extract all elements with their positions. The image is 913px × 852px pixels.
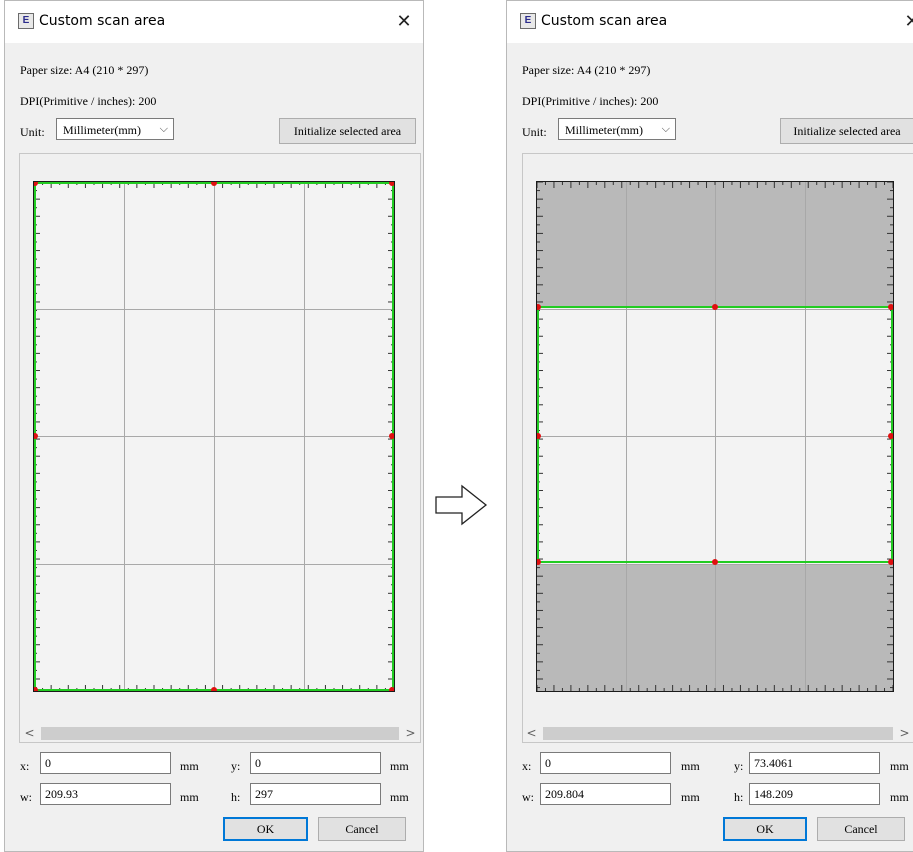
unit-select-value: Millimeter(mm) <box>63 123 141 137</box>
ruler-bottom <box>537 685 893 691</box>
resize-handle[interactable] <box>888 433 893 439</box>
selection-rectangle[interactable] <box>537 306 893 563</box>
custom-scan-area-dialog-after: E Custom scan area ✕ Paper size: A4 (210… <box>506 0 913 852</box>
horizontal-scrollbar[interactable]: < > <box>21 725 419 742</box>
w-unit: mm <box>180 790 199 804</box>
x-field[interactable]: 0 <box>40 752 171 774</box>
custom-scan-area-dialog-before: E Custom scan area ✕ Paper size: A4 (210… <box>4 0 424 852</box>
resize-handle[interactable] <box>712 304 718 310</box>
app-icon: E <box>18 13 34 29</box>
resize-handle[interactable] <box>34 433 38 439</box>
paper-page <box>33 181 395 692</box>
ok-button[interactable]: OK <box>723 817 807 841</box>
ok-button[interactable]: OK <box>223 817 308 841</box>
paper-size-text: Paper size: A4 (210 * 297) <box>522 63 651 77</box>
unit-label: Unit: <box>20 125 45 139</box>
paper-page <box>536 181 894 692</box>
resize-handle[interactable] <box>537 559 541 565</box>
w-label: w: <box>522 790 534 804</box>
scan-preview-area <box>522 153 913 743</box>
resize-handle[interactable] <box>389 433 394 439</box>
w-field[interactable]: 209.804 <box>540 783 671 805</box>
initialize-selected-area-button[interactable]: Initialize selected area <box>780 118 913 144</box>
scroll-right-icon[interactable]: > <box>899 726 910 740</box>
grid-line <box>34 309 394 310</box>
resize-handle[interactable] <box>888 559 893 565</box>
h-field[interactable]: 148.209 <box>749 783 880 805</box>
resize-handle[interactable] <box>537 304 541 310</box>
x-unit: mm <box>681 759 700 773</box>
app-icon: E <box>520 13 536 29</box>
y-label: y: <box>231 759 241 773</box>
dpi-text: DPI(Primitive / inches): 200 <box>20 94 157 108</box>
w-unit: mm <box>681 790 700 804</box>
resize-handle[interactable] <box>211 687 217 691</box>
unit-label: Unit: <box>522 125 547 139</box>
resize-handle[interactable] <box>211 182 217 186</box>
resize-handle[interactable] <box>888 304 893 310</box>
scrollbar-thumb[interactable] <box>41 727 399 740</box>
w-field[interactable]: 209.93 <box>40 783 171 805</box>
w-label: w: <box>20 790 32 804</box>
y-label: y: <box>734 759 744 773</box>
grid-line <box>34 436 394 437</box>
h-label: h: <box>231 790 241 804</box>
cancel-button[interactable]: Cancel <box>318 817 406 841</box>
cancel-button[interactable]: Cancel <box>817 817 905 841</box>
resize-handle[interactable] <box>34 182 38 186</box>
grid-line <box>537 436 893 437</box>
dialog-title: Custom scan area <box>541 13 668 29</box>
initialize-selected-area-button[interactable]: Initialize selected area <box>279 118 416 144</box>
scrollbar-thumb[interactable] <box>543 727 893 740</box>
y-field[interactable]: 73.4061 <box>749 752 880 774</box>
h-unit: mm <box>890 790 909 804</box>
scroll-left-icon[interactable]: < <box>526 726 537 740</box>
x-label: x: <box>522 759 532 773</box>
dpi-text: DPI(Primitive / inches): 200 <box>522 94 659 108</box>
resize-handle[interactable] <box>537 433 541 439</box>
title-bar: E Custom scan area ✕ <box>507 1 913 43</box>
scan-preview-area <box>19 153 421 743</box>
resize-handle[interactable] <box>389 182 394 186</box>
unit-select-value: Millimeter(mm) <box>565 123 643 137</box>
scroll-right-icon[interactable]: > <box>405 726 416 740</box>
x-field[interactable]: 0 <box>540 752 671 774</box>
y-unit: mm <box>890 759 909 773</box>
title-bar: E Custom scan area ✕ <box>5 1 423 43</box>
close-icon[interactable]: ✕ <box>904 11 913 32</box>
chevron-down-icon: ⌵ <box>661 122 670 135</box>
unit-select[interactable]: Millimeter(mm) ⌵ <box>56 118 174 140</box>
x-label: x: <box>20 759 30 773</box>
y-field[interactable]: 0 <box>250 752 381 774</box>
close-icon[interactable]: ✕ <box>396 11 412 32</box>
horizontal-scrollbar[interactable]: < > <box>523 725 913 742</box>
dialog-title: Custom scan area <box>39 13 166 29</box>
h-field[interactable]: 297 <box>250 783 381 805</box>
scroll-left-icon[interactable]: < <box>24 726 35 740</box>
resize-handle[interactable] <box>712 559 718 565</box>
resize-handle[interactable] <box>34 687 38 691</box>
x-unit: mm <box>180 759 199 773</box>
h-label: h: <box>734 790 744 804</box>
y-unit: mm <box>390 759 409 773</box>
selection-rectangle[interactable] <box>34 182 394 691</box>
h-unit: mm <box>390 790 409 804</box>
resize-handle[interactable] <box>389 687 394 691</box>
ruler-top <box>537 182 893 188</box>
grid-line <box>34 564 394 565</box>
paper-size-text: Paper size: A4 (210 * 297) <box>20 63 149 77</box>
chevron-down-icon: ⌵ <box>159 122 168 135</box>
arrow-right-icon <box>435 484 488 526</box>
unit-select[interactable]: Millimeter(mm) ⌵ <box>558 118 676 140</box>
